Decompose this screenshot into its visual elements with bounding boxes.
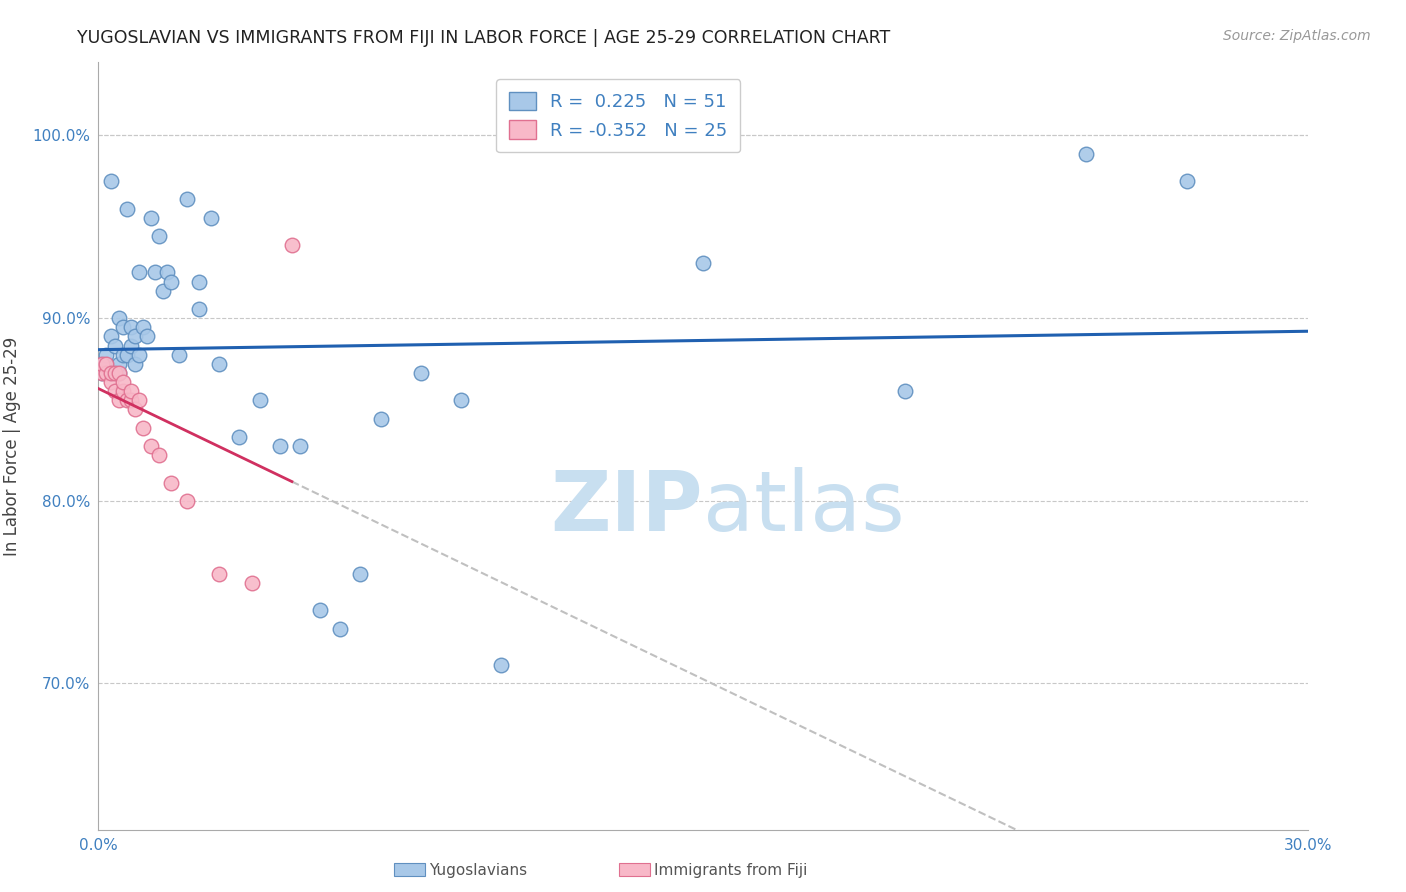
- Point: [139, 211, 162, 225]
- Point: [148, 229, 170, 244]
- Point: [124, 329, 146, 343]
- Point: [107, 366, 129, 380]
- Point: [115, 348, 138, 362]
- Point: [100, 366, 122, 380]
- Point: [115, 202, 138, 216]
- Point: [132, 421, 155, 435]
- Point: [100, 329, 122, 343]
- Point: [152, 284, 174, 298]
- Point: [103, 384, 125, 399]
- Point: [176, 193, 198, 207]
- Point: [160, 475, 183, 490]
- Point: [96, 357, 118, 371]
- Point: [124, 402, 146, 417]
- Point: [349, 566, 371, 581]
- Point: [249, 393, 271, 408]
- Point: [96, 357, 118, 371]
- Point: [96, 348, 118, 362]
- Text: YUGOSLAVIAN VS IMMIGRANTS FROM FIJI IN LABOR FORCE | AGE 25-29 CORRELATION CHART: YUGOSLAVIAN VS IMMIGRANTS FROM FIJI IN L…: [77, 29, 890, 46]
- Point: [107, 357, 129, 371]
- Point: [100, 174, 122, 188]
- Point: [91, 357, 114, 371]
- Point: [893, 384, 915, 399]
- Point: [128, 393, 150, 408]
- Point: [120, 338, 142, 352]
- Point: [208, 566, 231, 581]
- Text: Source: ZipAtlas.com: Source: ZipAtlas.com: [1223, 29, 1371, 43]
- Point: [156, 265, 179, 279]
- Point: [91, 357, 114, 371]
- Point: [1175, 174, 1198, 188]
- Point: [103, 338, 125, 352]
- Point: [370, 411, 392, 425]
- Point: [167, 348, 190, 362]
- Point: [120, 320, 142, 334]
- Point: [329, 622, 352, 636]
- Point: [107, 366, 129, 380]
- Point: [200, 211, 222, 225]
- Point: [409, 366, 432, 380]
- Point: [208, 357, 231, 371]
- Point: [107, 393, 129, 408]
- Point: [148, 448, 170, 462]
- Point: [111, 375, 134, 389]
- Point: [139, 439, 162, 453]
- Point: [124, 357, 146, 371]
- Point: [96, 366, 118, 380]
- Point: [228, 430, 250, 444]
- Text: Immigrants from Fiji: Immigrants from Fiji: [654, 863, 807, 878]
- Text: atlas: atlas: [703, 467, 904, 548]
- Point: [115, 393, 138, 408]
- Point: [240, 576, 263, 591]
- Text: ZIP: ZIP: [551, 467, 703, 548]
- Point: [111, 348, 134, 362]
- Point: [120, 393, 142, 408]
- Point: [450, 393, 472, 408]
- Point: [188, 301, 211, 316]
- Point: [143, 265, 166, 279]
- Point: [100, 366, 122, 380]
- Legend: R =  0.225   N = 51, R = -0.352   N = 25: R = 0.225 N = 51, R = -0.352 N = 25: [496, 79, 741, 153]
- Point: [1074, 146, 1097, 161]
- Point: [188, 275, 211, 289]
- Point: [91, 366, 114, 380]
- Point: [91, 366, 114, 380]
- Point: [120, 384, 142, 399]
- Point: [135, 329, 157, 343]
- Point: [103, 366, 125, 380]
- Point: [288, 439, 311, 453]
- Point: [111, 384, 134, 399]
- Point: [692, 256, 714, 270]
- Point: [281, 238, 304, 252]
- Point: [269, 439, 291, 453]
- Text: Yugoslavians: Yugoslavians: [429, 863, 527, 878]
- Point: [160, 275, 183, 289]
- Point: [103, 366, 125, 380]
- Point: [128, 348, 150, 362]
- Point: [107, 311, 129, 326]
- Point: [100, 375, 122, 389]
- Point: [491, 658, 513, 673]
- Point: [111, 320, 134, 334]
- Point: [128, 265, 150, 279]
- Point: [309, 603, 332, 617]
- Y-axis label: In Labor Force | Age 25-29: In Labor Force | Age 25-29: [3, 336, 21, 556]
- Point: [132, 320, 155, 334]
- Point: [176, 493, 198, 508]
